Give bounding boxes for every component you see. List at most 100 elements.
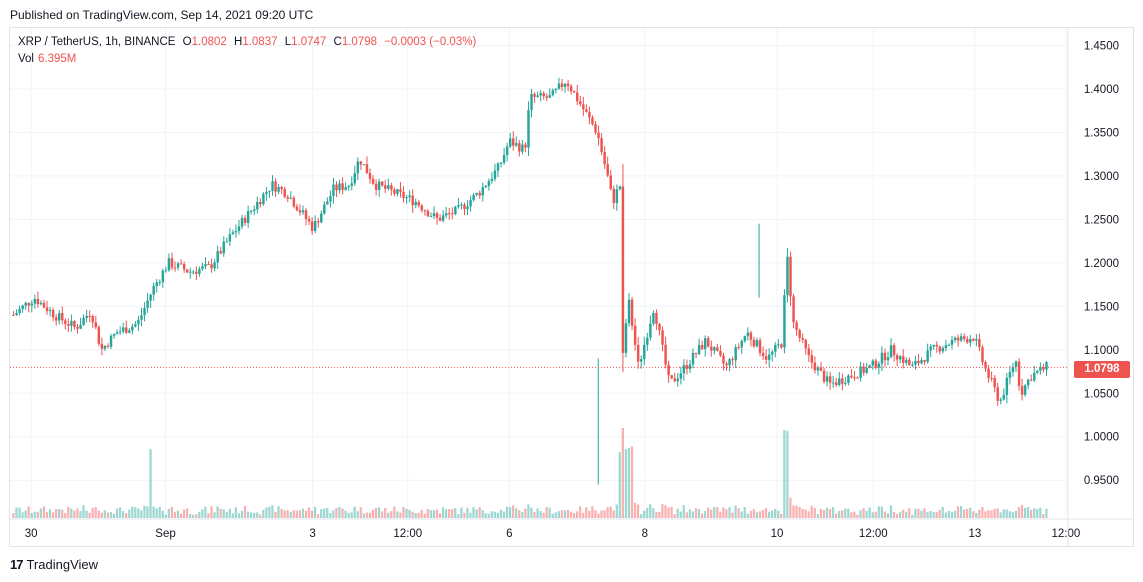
volume-bar bbox=[694, 508, 698, 518]
candle-body bbox=[950, 339, 954, 345]
candle-body bbox=[898, 356, 902, 360]
candle-body bbox=[490, 178, 494, 182]
volume-bar bbox=[572, 513, 576, 518]
candle-body bbox=[393, 189, 396, 194]
volume-bar bbox=[469, 512, 472, 518]
candle-body bbox=[603, 152, 606, 165]
volume-bar bbox=[527, 504, 530, 518]
volume-bar bbox=[1014, 510, 1018, 518]
volume-bar bbox=[323, 508, 326, 518]
candle-body bbox=[941, 348, 945, 352]
candle-body bbox=[121, 327, 125, 332]
volume-bar bbox=[347, 512, 350, 518]
candle-body bbox=[713, 347, 716, 351]
candle-body bbox=[365, 164, 369, 174]
candle-body bbox=[353, 173, 357, 184]
volume-bar bbox=[414, 513, 417, 518]
candle-body bbox=[310, 221, 314, 231]
volume-bar bbox=[591, 506, 594, 518]
volume-bar bbox=[374, 507, 378, 518]
candle-body bbox=[627, 299, 631, 324]
candle-body bbox=[542, 93, 545, 97]
volume-bar bbox=[883, 511, 887, 518]
candle-body bbox=[508, 138, 512, 147]
close-label: C bbox=[333, 36, 342, 48]
symbol-title[interactable]: XRP / TetherUS, 1h, BINANCE bbox=[18, 36, 176, 48]
candle-body bbox=[502, 155, 506, 163]
candle-body bbox=[438, 217, 442, 221]
volume-bar bbox=[1023, 507, 1027, 518]
candle-body bbox=[630, 299, 634, 326]
candle-body bbox=[1026, 379, 1030, 386]
volume-bar bbox=[408, 509, 411, 518]
candle-body bbox=[810, 355, 814, 363]
volume-bar bbox=[1033, 508, 1036, 518]
candle-body bbox=[932, 344, 935, 347]
candle-body bbox=[384, 185, 387, 189]
volume-bar bbox=[121, 511, 125, 518]
volume-bar bbox=[67, 506, 70, 518]
volume-bar bbox=[505, 506, 509, 518]
volume-bar bbox=[149, 449, 152, 518]
candle-body bbox=[813, 362, 817, 371]
volume-bar bbox=[716, 507, 719, 518]
candle-body bbox=[609, 175, 612, 189]
candle-body bbox=[94, 322, 98, 328]
candle-body bbox=[606, 164, 609, 176]
volume-bar bbox=[82, 505, 85, 518]
candle-body bbox=[493, 170, 497, 179]
candle-body bbox=[149, 294, 152, 301]
candle-body bbox=[661, 330, 664, 345]
candle-body bbox=[825, 376, 829, 382]
candle-body bbox=[380, 181, 384, 186]
volume-bar bbox=[542, 512, 545, 518]
candle-body bbox=[618, 186, 622, 190]
volume-bar bbox=[1005, 509, 1008, 518]
candle-body bbox=[475, 192, 478, 195]
volume-bar bbox=[530, 507, 533, 518]
volume-bar bbox=[710, 509, 713, 518]
candle-body bbox=[396, 189, 399, 194]
candle-body bbox=[639, 359, 643, 362]
volume-bar bbox=[728, 507, 731, 518]
candle-body bbox=[883, 352, 887, 361]
candle-body bbox=[585, 109, 588, 113]
candle-body bbox=[225, 241, 229, 243]
volume-bar bbox=[880, 506, 883, 518]
candle-body bbox=[179, 263, 183, 265]
volume-bar bbox=[670, 506, 673, 518]
volume-value: 6.395M bbox=[38, 53, 77, 65]
candle-body bbox=[798, 330, 801, 338]
volume-bar bbox=[94, 507, 97, 518]
candle-body bbox=[725, 363, 728, 366]
candle-body bbox=[908, 359, 911, 365]
candle-body bbox=[192, 271, 195, 273]
tradingview-brand[interactable]: 17 TradingView bbox=[10, 557, 98, 572]
candle-body bbox=[286, 196, 289, 199]
volume-bar bbox=[61, 509, 64, 518]
volume-bar bbox=[618, 451, 621, 518]
volume-bar bbox=[752, 509, 755, 518]
candle-body bbox=[1039, 367, 1042, 371]
candle-body bbox=[673, 378, 676, 382]
candle-body bbox=[362, 164, 366, 166]
candle-body bbox=[764, 356, 768, 360]
volume-bar bbox=[88, 512, 91, 518]
volume-bar bbox=[746, 513, 749, 518]
volume-bar bbox=[234, 507, 237, 518]
candle-body bbox=[61, 313, 64, 321]
candle-body bbox=[210, 264, 213, 269]
volume-bar bbox=[51, 512, 55, 518]
candle-body bbox=[368, 173, 372, 179]
candle-body bbox=[1045, 362, 1048, 370]
chart-frame bbox=[9, 27, 1134, 547]
candle-body bbox=[265, 191, 268, 194]
volume-bar bbox=[743, 507, 746, 518]
volume-bar bbox=[576, 511, 579, 518]
candle-body bbox=[207, 264, 210, 266]
volume-bar bbox=[76, 508, 79, 518]
candle-body bbox=[1042, 367, 1045, 370]
candle-body bbox=[758, 340, 762, 353]
volume-bar bbox=[655, 512, 658, 518]
